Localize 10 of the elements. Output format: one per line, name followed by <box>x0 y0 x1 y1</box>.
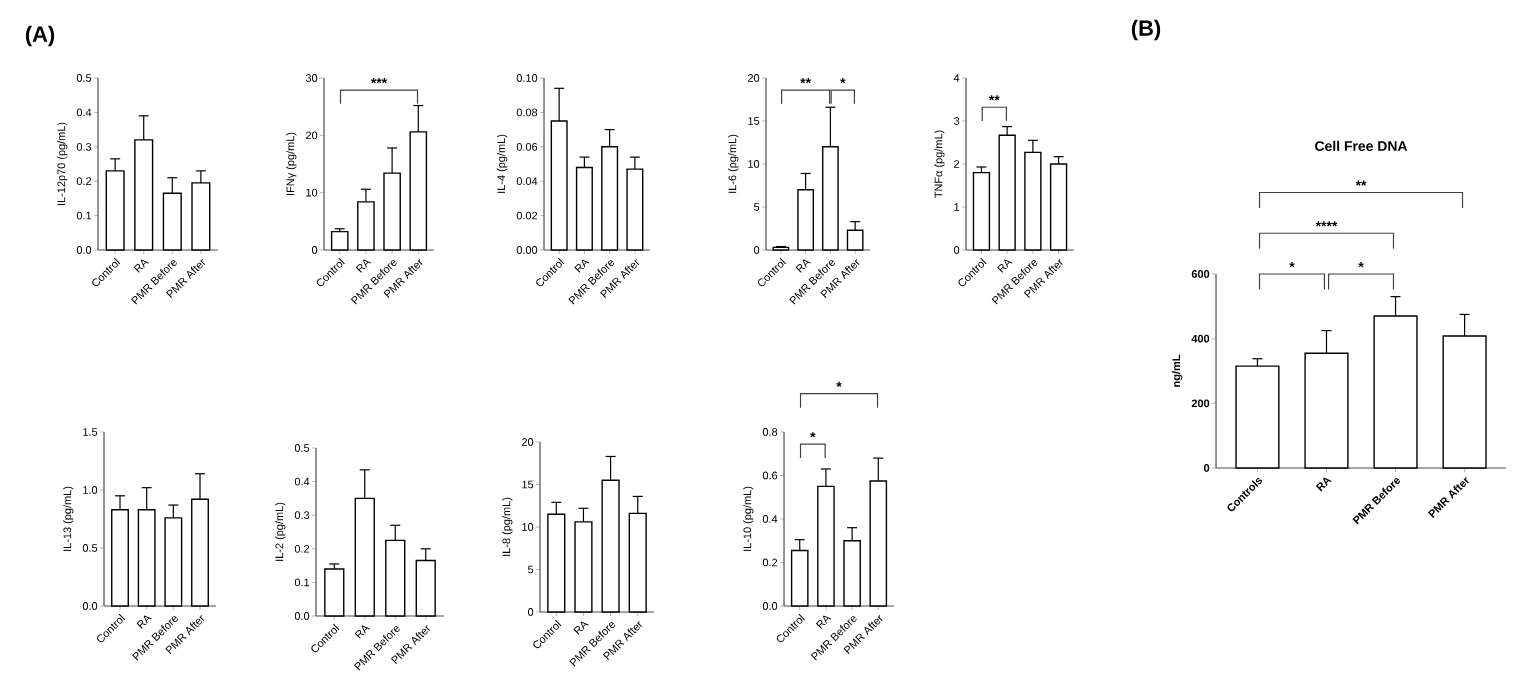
bar <box>324 568 345 617</box>
bar <box>330 230 349 251</box>
bar <box>972 171 991 251</box>
bar <box>1049 163 1068 251</box>
bar <box>846 229 864 251</box>
bar <box>998 134 1016 251</box>
text: (B) <box>1131 19 1161 41</box>
bar <box>575 166 593 251</box>
bar <box>1235 365 1280 469</box>
text: (A) <box>25 25 55 47</box>
